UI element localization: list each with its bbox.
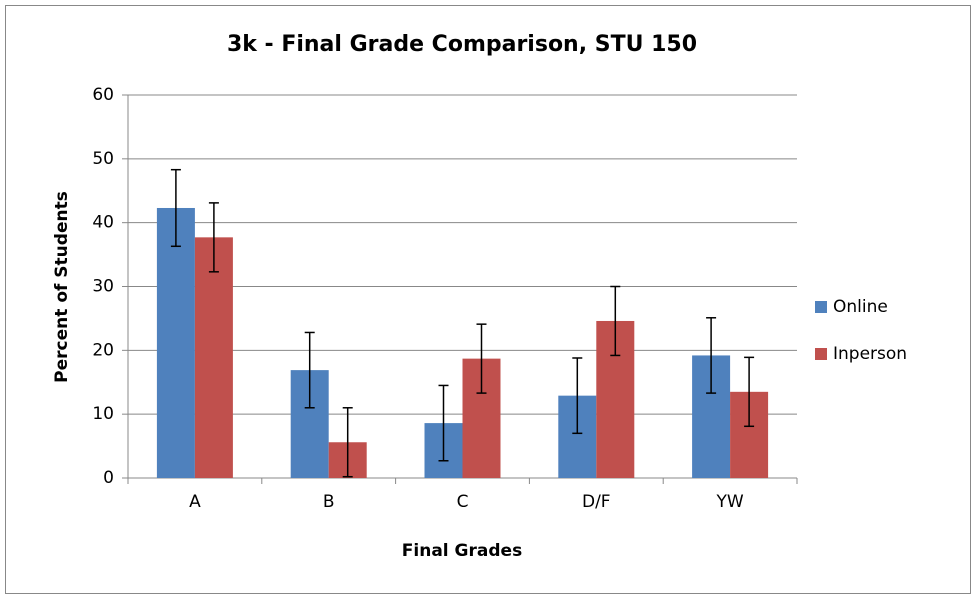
x-tick-label: YW — [715, 492, 743, 512]
legend-label: Online — [833, 297, 888, 317]
error-bar — [476, 323, 487, 394]
y-tick-label: 50 — [92, 149, 114, 169]
legend-swatch — [815, 301, 827, 313]
legend-label: Inperson — [833, 344, 907, 364]
x-tick-label: D/F — [582, 492, 611, 512]
error-bar — [342, 407, 353, 478]
error-bar — [610, 285, 621, 357]
error-bar — [572, 357, 583, 435]
x-tick-label: B — [323, 492, 335, 512]
y-tick-label: 30 — [92, 277, 114, 297]
x-tick-label: C — [457, 492, 469, 512]
y-tick-label: 0 — [103, 468, 114, 488]
error-bar — [706, 317, 717, 394]
bar — [156, 207, 195, 479]
error-bar — [208, 202, 219, 273]
y-tick-label: 60 — [92, 85, 114, 105]
y-axis-label: Percent of Students — [52, 191, 72, 383]
chart-title: 3k - Final Grade Comparison, STU 150 — [227, 32, 697, 57]
error-bar — [304, 331, 315, 409]
error-bar — [744, 356, 755, 428]
legend-swatch — [815, 348, 827, 360]
x-axis-label: Final Grades — [402, 541, 522, 561]
y-tick-label: 20 — [92, 340, 114, 360]
bar — [194, 237, 233, 478]
x-tick-label: A — [189, 492, 201, 512]
error-bar — [438, 384, 449, 462]
chart-border — [5, 5, 971, 594]
error-bar — [170, 168, 181, 248]
y-tick-label: 10 — [92, 404, 114, 424]
y-tick-label: 40 — [92, 213, 114, 233]
